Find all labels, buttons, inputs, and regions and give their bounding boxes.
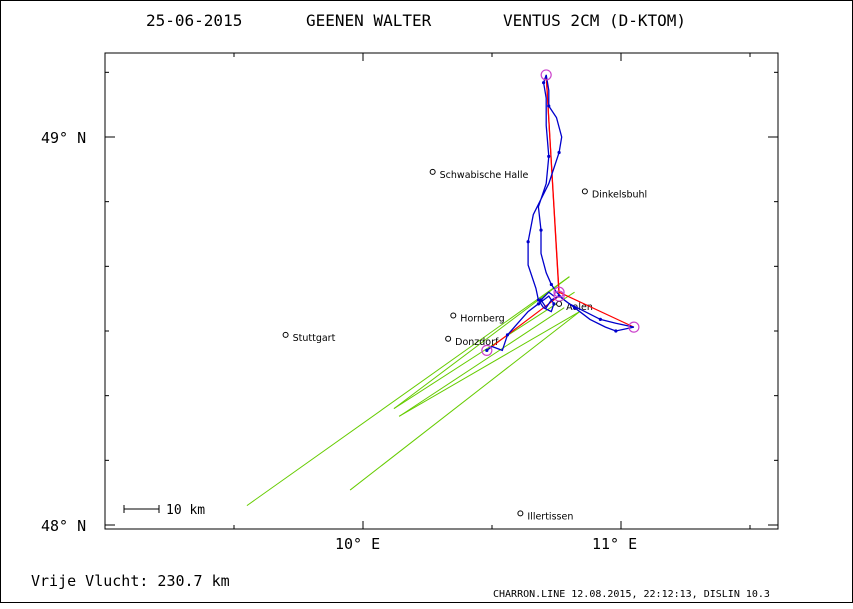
places-layer: Schwabische Halle Dinkelsbuhl Hornberg Stut… bbox=[282, 168, 647, 522]
lon-label-10: 10° E bbox=[335, 535, 380, 553]
title-glider: VENTUS 2CM (D-KTOM) bbox=[503, 11, 686, 30]
track-fix bbox=[526, 240, 530, 244]
track-fix bbox=[505, 333, 510, 337]
place-label: Stuttgart bbox=[293, 333, 336, 344]
track-fix bbox=[547, 154, 551, 158]
turnpoints bbox=[481, 69, 640, 356]
turnpoint-circle bbox=[553, 286, 565, 298]
distance-readout: Vrije Vlucht: 230.7 km bbox=[31, 572, 230, 590]
credit-line: CHARRON.LINE 12.08.2015, 22:12:13, DISLI… bbox=[493, 589, 770, 600]
place-marker: Dinkelsbuhl bbox=[581, 188, 647, 200]
place-label: Hornberg bbox=[460, 313, 504, 324]
retrieve-segment bbox=[393, 291, 575, 410]
track-fix bbox=[536, 298, 541, 302]
title-date: 25-06-2015 bbox=[146, 11, 242, 30]
track-fix bbox=[552, 302, 556, 306]
turnpoint-circle bbox=[628, 321, 640, 333]
task-leg bbox=[486, 295, 560, 351]
flight-track bbox=[485, 74, 635, 352]
place-dot bbox=[581, 188, 588, 195]
place-dot bbox=[517, 510, 524, 517]
place-dot bbox=[450, 312, 457, 319]
track-fix bbox=[557, 150, 561, 155]
track-fix bbox=[539, 298, 543, 302]
plot-frame bbox=[104, 52, 779, 530]
place-dot bbox=[429, 168, 436, 175]
track-fix bbox=[547, 104, 551, 108]
place-label: Donzdorf bbox=[455, 337, 499, 348]
place-dot bbox=[556, 300, 563, 307]
track-fix bbox=[542, 81, 546, 85]
track-fix bbox=[549, 282, 553, 287]
task-leg bbox=[558, 291, 635, 328]
track-fix bbox=[572, 306, 577, 310]
place-label: Dinkelsbuhl bbox=[592, 189, 647, 200]
task-leg bbox=[545, 74, 560, 293]
turnpoint-circle bbox=[481, 344, 493, 356]
task-lines bbox=[486, 74, 635, 351]
retrieve-segment bbox=[398, 307, 565, 417]
track-fix bbox=[614, 329, 618, 333]
turnpoint-circle bbox=[540, 69, 552, 81]
place-dot bbox=[282, 331, 289, 338]
place-label: Aalen bbox=[566, 302, 593, 313]
place-label: Schwabische Halle bbox=[440, 170, 529, 181]
scale-bar: 10 km bbox=[123, 503, 205, 518]
title-pilot: GEENEN WALTER bbox=[306, 11, 432, 30]
track-fix bbox=[539, 228, 543, 232]
place-dot bbox=[445, 335, 452, 342]
scale-bar-label: 10 km bbox=[166, 503, 205, 518]
track-fix bbox=[598, 317, 602, 321]
place-marker: Donzdorf bbox=[445, 335, 499, 348]
track-fix bbox=[485, 348, 489, 352]
track-path bbox=[486, 74, 635, 352]
track-fix bbox=[536, 302, 541, 306]
axis-ticks bbox=[105, 53, 778, 529]
turnpoint-circle bbox=[553, 290, 565, 302]
place-label: Illertissen bbox=[527, 511, 573, 522]
lon-label-11: 11° E bbox=[592, 535, 637, 553]
place-marker: Illertissen bbox=[517, 510, 573, 522]
retrieve-segment bbox=[398, 311, 580, 417]
retrieve-segment bbox=[246, 276, 570, 507]
retrieve-segment bbox=[349, 311, 581, 491]
lat-label-49: 49° N bbox=[41, 129, 86, 147]
place-marker: Stuttgart bbox=[282, 331, 336, 344]
place-marker: Hornberg bbox=[450, 312, 505, 324]
lat-label-48: 48° N bbox=[41, 517, 86, 535]
place-marker: Schwabische Halle bbox=[429, 168, 529, 181]
